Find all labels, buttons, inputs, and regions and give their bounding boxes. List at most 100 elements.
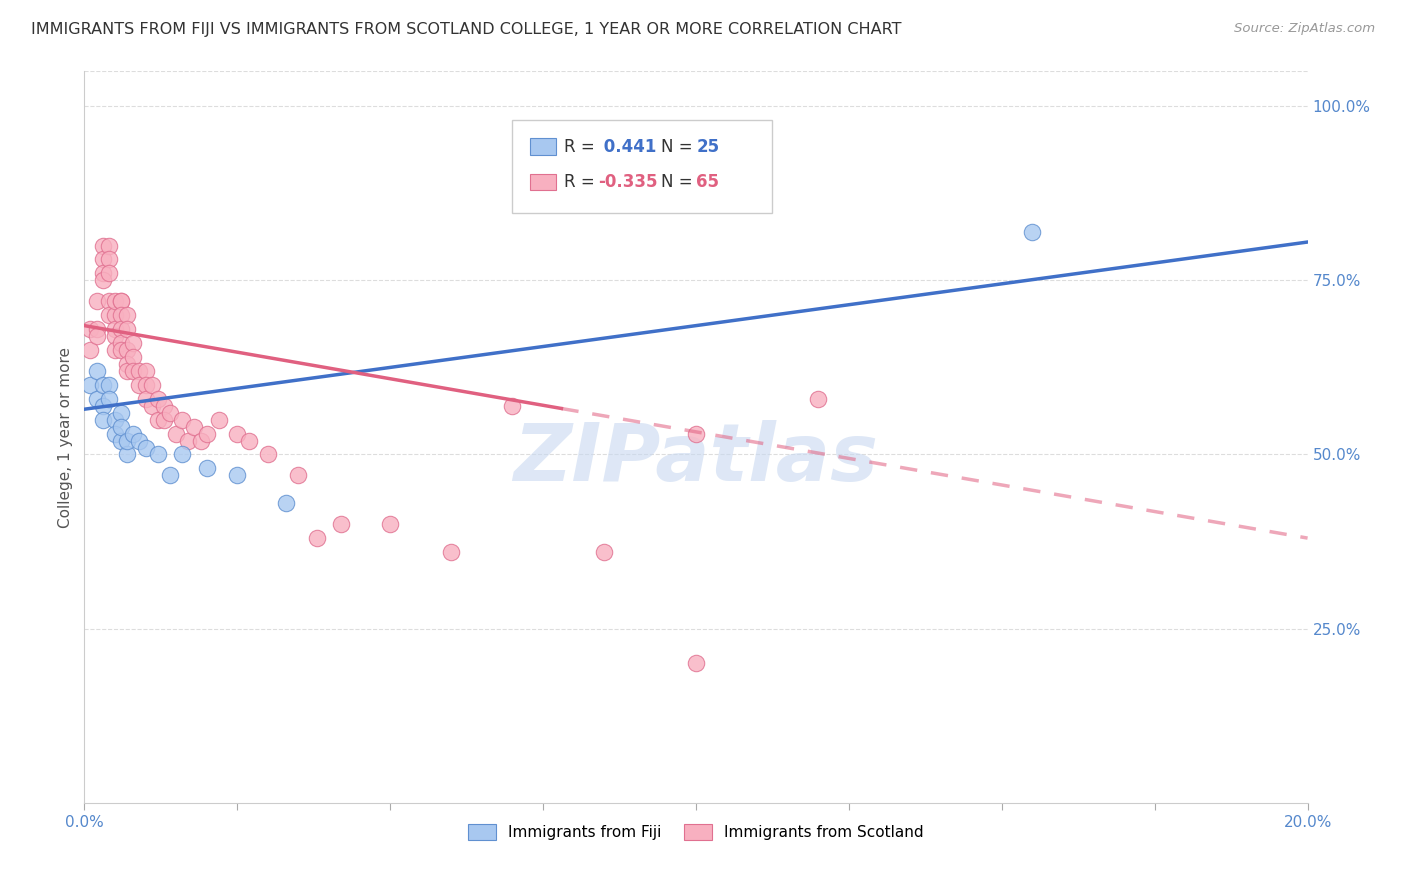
Point xyxy=(110,294,132,309)
Point xyxy=(91,412,114,426)
Point xyxy=(115,308,138,322)
Point xyxy=(195,426,218,441)
Point xyxy=(104,329,127,343)
Point xyxy=(91,273,114,287)
Point xyxy=(97,377,120,392)
Point xyxy=(104,412,127,426)
Point xyxy=(97,252,120,267)
Text: 65: 65 xyxy=(696,173,718,191)
Point xyxy=(172,412,194,426)
Point xyxy=(807,392,830,406)
Point xyxy=(1021,225,1043,239)
Point xyxy=(86,322,108,336)
Point xyxy=(79,377,101,392)
Point xyxy=(226,468,249,483)
Point xyxy=(135,364,157,378)
Point xyxy=(146,412,169,426)
Point xyxy=(86,294,108,309)
Point xyxy=(104,308,127,322)
Point xyxy=(110,406,132,420)
Point xyxy=(276,496,298,510)
Point xyxy=(195,461,218,475)
Point xyxy=(79,322,101,336)
Text: 0.441: 0.441 xyxy=(598,137,657,155)
Point xyxy=(86,364,108,378)
Point xyxy=(135,441,157,455)
Point xyxy=(135,392,157,406)
Point xyxy=(110,343,132,357)
Point xyxy=(685,426,707,441)
Point xyxy=(86,329,108,343)
Point xyxy=(226,426,249,441)
Point xyxy=(91,377,114,392)
Point xyxy=(208,412,231,426)
Point xyxy=(135,377,157,392)
Text: ZIPatlas: ZIPatlas xyxy=(513,420,879,498)
Point xyxy=(141,399,163,413)
Text: R =: R = xyxy=(564,173,600,191)
Point xyxy=(115,357,138,371)
Point xyxy=(128,377,150,392)
Point xyxy=(183,419,205,434)
Point xyxy=(97,294,120,309)
Point xyxy=(86,392,108,406)
Point xyxy=(110,308,132,322)
Point xyxy=(128,364,150,378)
Point xyxy=(380,517,402,532)
Point xyxy=(146,448,169,462)
Point xyxy=(104,343,127,357)
Point xyxy=(110,294,132,309)
Point xyxy=(104,322,127,336)
Point xyxy=(502,399,524,413)
Point xyxy=(146,392,169,406)
Text: 25: 25 xyxy=(696,137,720,155)
Point xyxy=(91,266,114,280)
Point xyxy=(122,364,145,378)
Point xyxy=(97,392,120,406)
Point xyxy=(153,412,176,426)
Point xyxy=(287,468,309,483)
Point xyxy=(122,350,145,364)
Point xyxy=(91,238,114,252)
Point xyxy=(128,434,150,448)
Point xyxy=(115,448,138,462)
Point xyxy=(115,343,138,357)
Point xyxy=(159,468,181,483)
Point xyxy=(440,545,463,559)
Point xyxy=(190,434,212,448)
Point xyxy=(115,434,138,448)
Point xyxy=(257,448,280,462)
Point xyxy=(97,308,120,322)
Point xyxy=(110,336,132,351)
Text: Source: ZipAtlas.com: Source: ZipAtlas.com xyxy=(1234,22,1375,36)
Point xyxy=(110,322,132,336)
Point xyxy=(110,434,132,448)
Point xyxy=(172,448,194,462)
Point xyxy=(593,545,616,559)
Point xyxy=(330,517,353,532)
Point xyxy=(122,336,145,351)
Point xyxy=(122,426,145,441)
Point xyxy=(104,294,127,309)
Legend: Immigrants from Fiji, Immigrants from Scotland: Immigrants from Fiji, Immigrants from Sc… xyxy=(463,818,929,847)
Point xyxy=(91,399,114,413)
Point xyxy=(141,377,163,392)
Point xyxy=(115,322,138,336)
Point xyxy=(97,238,120,252)
Text: IMMIGRANTS FROM FIJI VS IMMIGRANTS FROM SCOTLAND COLLEGE, 1 YEAR OR MORE CORRELA: IMMIGRANTS FROM FIJI VS IMMIGRANTS FROM … xyxy=(31,22,901,37)
Point xyxy=(104,426,127,441)
Point xyxy=(91,252,114,267)
Text: N =: N = xyxy=(661,137,697,155)
Point xyxy=(177,434,200,448)
Point xyxy=(165,426,187,441)
Point xyxy=(685,657,707,671)
Point xyxy=(153,399,176,413)
Text: R =: R = xyxy=(564,137,600,155)
Point xyxy=(159,406,181,420)
Text: N =: N = xyxy=(661,173,697,191)
Point xyxy=(79,343,101,357)
Point xyxy=(97,266,120,280)
Point xyxy=(238,434,260,448)
Point xyxy=(115,364,138,378)
Y-axis label: College, 1 year or more: College, 1 year or more xyxy=(58,347,73,527)
